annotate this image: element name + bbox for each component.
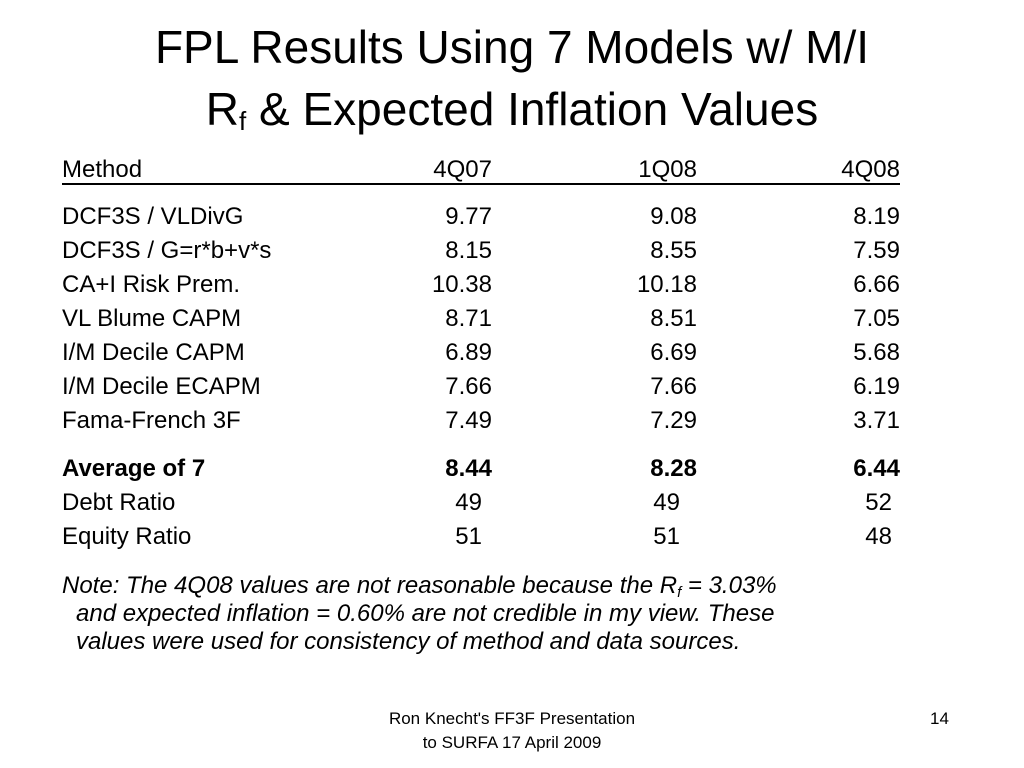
value-4q07: 6.89 [445,339,492,366]
debt-ratio-row: Debt Ratio 49 49 52 [62,486,902,520]
value-1q08: 10.18 [636,271,697,298]
note-part-1: Note: The 4Q08 values are not reasonable… [62,572,678,599]
value-4q08: 5.68 [853,339,900,366]
equity-ratio-label: Equity Ratio [62,523,192,550]
value-4q08: 3.71 [853,407,900,434]
table-row: VL Blume CAPM 8.71 8.51 7.05 [62,302,902,336]
slide-title: FPL Results Using 7 Models w/ M/I Rf & E… [0,16,1024,140]
table-row: I/M Decile ECAPM 7.66 7.66 6.19 [62,370,902,404]
title-rest: & Expected Inflation Values [246,83,819,135]
value-4q07: 8.71 [445,305,492,332]
average-1q08: 8.28 [650,455,697,482]
average-4q07: 8.44 [445,455,492,482]
value-4q08: 8.19 [853,203,900,230]
footer-line-2: to SURFA 17 April 2009 [422,733,602,752]
footer-text: Ron Knecht's FF3F Presentation to SURFA … [312,707,712,755]
table-header: Method 4Q07 1Q08 4Q08 [62,154,902,186]
title-r: R [205,83,240,135]
method-name: I/M Decile ECAPM [62,373,261,400]
header-1q08: 1Q08 [638,156,697,183]
value-4q08: 7.05 [853,305,900,332]
title-line-2: Rf & Expected Inflation Values [0,78,1024,140]
value-4q08: 6.66 [853,271,900,298]
header-underline [62,183,900,185]
method-name: DCF3S / G=r*b+v*s [62,237,272,264]
note-line-3: values were used for consistency of meth… [76,628,741,655]
value-4q08: 6.19 [853,373,900,400]
debt-ratio-4q08: 52 [865,489,892,516]
table-row: I/M Decile CAPM 6.89 6.69 5.68 [62,336,902,370]
method-name: VL Blume CAPM [62,305,242,332]
value-1q08: 7.29 [650,407,697,434]
spacer [62,438,902,452]
table-row: Fama-French 3F 7.49 7.29 3.71 [62,404,902,438]
note-line-2: and expected inflation = 0.60% are not c… [76,600,775,627]
note-subscript-f: f [677,584,682,601]
value-1q08: 8.51 [650,305,697,332]
debt-ratio-1q08: 49 [653,489,680,516]
value-4q07: 7.49 [445,407,492,434]
average-4q08: 6.44 [853,455,900,482]
table-row: DCF3S / VLDivG 9.77 9.08 8.19 [62,200,902,234]
table-row: CA+I Risk Prem. 10.38 10.18 6.66 [62,268,902,302]
value-4q08: 7.59 [853,237,900,264]
results-table: Method 4Q07 1Q08 4Q08 DCF3S / VLDivG 9.7… [62,154,902,554]
equity-ratio-row: Equity Ratio 51 51 48 [62,520,902,554]
method-name: Fama-French 3F [62,407,241,434]
equity-ratio-4q07: 51 [455,523,482,550]
title-subscript-f: f [239,106,247,136]
value-1q08: 7.66 [650,373,697,400]
value-1q08: 6.69 [650,339,697,366]
value-4q07: 7.66 [445,373,492,400]
equity-ratio-4q08: 48 [865,523,892,550]
debt-ratio-label: Debt Ratio [62,489,176,516]
value-4q07: 8.15 [445,237,492,264]
debt-ratio-4q07: 49 [455,489,482,516]
note-text: Note: The 4Q08 values are not reasonable… [62,572,942,656]
method-name: I/M Decile CAPM [62,339,245,366]
header-4q08: 4Q08 [841,156,900,183]
page-number: 14 [930,709,949,728]
spacer [62,186,902,200]
average-label: Average of 7 [62,455,206,482]
footer-line-1: Ron Knecht's FF3F Presentation [388,709,636,728]
method-name: DCF3S / VLDivG [62,203,244,230]
value-1q08: 9.08 [650,203,697,230]
equity-ratio-1q08: 51 [653,523,680,550]
header-method: Method [62,156,143,183]
method-name: CA+I Risk Prem. [62,271,241,298]
table-row: DCF3S / G=r*b+v*s 8.15 8.55 7.59 [62,234,902,268]
value-4q07: 10.38 [431,271,492,298]
title-line-1: FPL Results Using 7 Models w/ M/I [154,21,870,73]
average-row: Average of 7 8.44 8.28 6.44 [62,452,902,486]
header-4q07: 4Q07 [433,156,492,183]
value-4q07: 9.77 [445,203,492,230]
value-1q08: 8.55 [650,237,697,264]
note-part-2: = 3.03% [681,572,777,599]
note-line-1: Note: The 4Q08 values are not reasonable… [62,572,942,600]
